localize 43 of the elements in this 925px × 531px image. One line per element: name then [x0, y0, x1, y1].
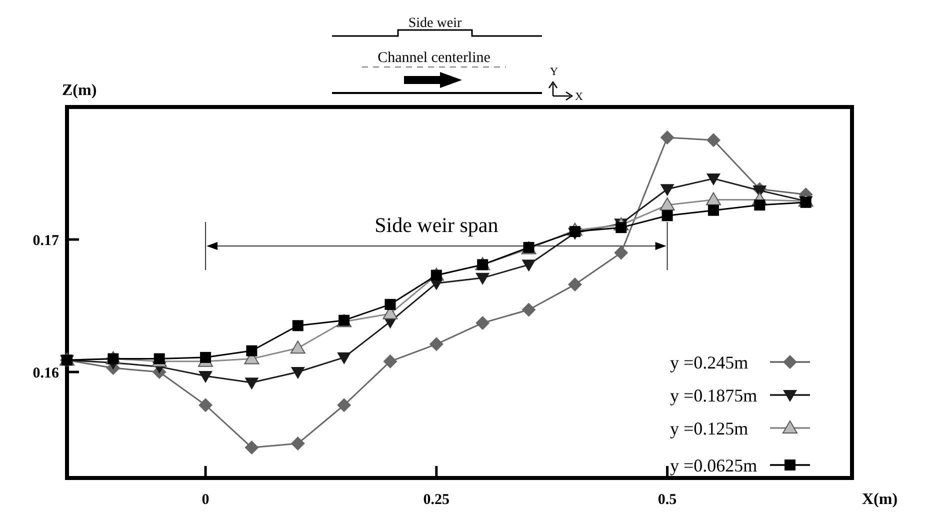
- legend-label: y =0.1875m: [670, 385, 758, 406]
- point: [660, 130, 674, 144]
- point: [522, 260, 536, 272]
- legend-label: y =0.245m: [670, 352, 748, 372]
- point: [522, 302, 536, 317]
- point: [660, 184, 674, 196]
- point: [706, 133, 720, 148]
- point: [476, 272, 490, 285]
- point: [290, 436, 305, 451]
- point: [200, 352, 212, 363]
- x-tick-label: 0: [202, 492, 210, 508]
- point: [706, 174, 720, 186]
- point: [290, 367, 305, 379]
- point: [244, 440, 259, 455]
- point: [662, 210, 673, 222]
- point: [337, 352, 352, 364]
- x-tick-label: 0.25: [423, 492, 450, 508]
- point: [754, 200, 766, 211]
- point: [290, 340, 306, 354]
- x-axis-title: X(m): [862, 491, 898, 508]
- point: [476, 316, 490, 330]
- y-axis-title: Z(m): [62, 82, 97, 99]
- point: [660, 198, 675, 211]
- point: [708, 204, 719, 216]
- point: [244, 378, 259, 390]
- x-tick-label: 0.5: [658, 492, 677, 508]
- point: [614, 246, 628, 260]
- legend-label: y =0.125m: [670, 418, 748, 438]
- y-tick-label: 0.17: [32, 232, 60, 249]
- point: [246, 345, 258, 356]
- point: [706, 192, 721, 206]
- point: [384, 298, 396, 310]
- point: [429, 337, 444, 352]
- point: [292, 320, 304, 332]
- annotation: Side weir span: [374, 213, 499, 237]
- legend-label: y =0.0625m: [670, 455, 758, 476]
- point: [154, 353, 165, 364]
- point: [337, 398, 352, 412]
- point: [383, 354, 398, 368]
- point: [198, 370, 213, 383]
- point: [568, 278, 582, 292]
- point: [198, 398, 213, 412]
- y-tick-label: 0.16: [32, 365, 60, 382]
